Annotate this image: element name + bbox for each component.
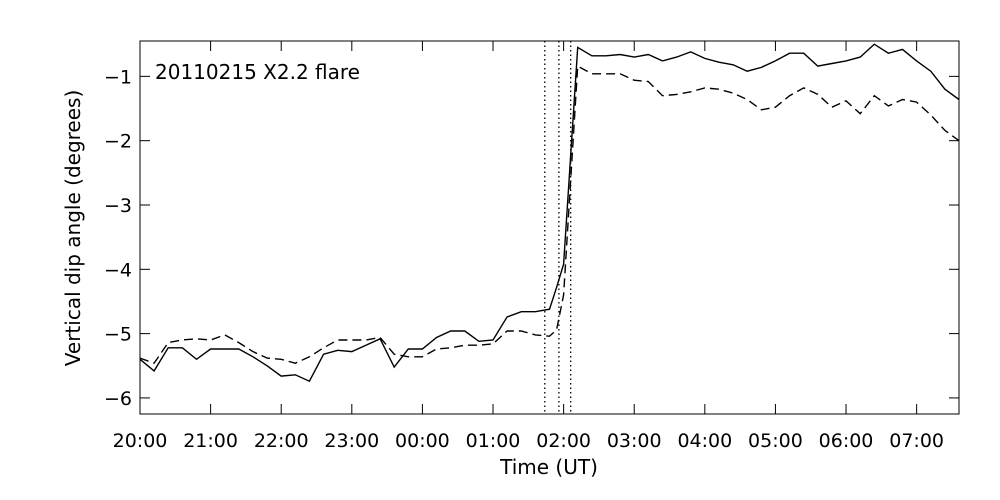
y-tick-label: −2 (104, 131, 132, 153)
y-tick-label: −6 (104, 388, 132, 410)
y-tick-label: −4 (104, 259, 132, 281)
plot-frame (139, 40, 960, 415)
x-tick-label: 02:00 (536, 430, 591, 452)
flare-time-markers (544, 41, 572, 414)
x-tick-label: 03:00 (607, 430, 662, 452)
x-axis-label: Time (UT) (499, 455, 598, 479)
x-tick-label: 01:00 (466, 430, 521, 452)
y-tick-label: −5 (104, 324, 132, 346)
flare-annotation: 20110215 X2.2 flare (155, 60, 360, 84)
x-tick-label: 04:00 (677, 430, 732, 452)
data-series (139, 43, 960, 383)
series-line-solid (139, 43, 960, 383)
x-axis-ticks: 20:00 21:00 22:00 23:00 00:00 01:00 02:00 03:00… (113, 41, 944, 452)
x-tick-label: 05:00 (748, 430, 803, 452)
y-tick-label: −1 (104, 66, 132, 88)
x-tick-label: 20:00 (113, 430, 168, 452)
x-tick-label: 00:00 (395, 430, 450, 452)
series-line-dashed (139, 64, 960, 365)
x-tick-label: 21:00 (183, 430, 238, 452)
x-tick-label: 22:00 (254, 430, 309, 452)
x-tick-label: 06:00 (819, 430, 874, 452)
y-tick-label: −3 (104, 195, 132, 217)
y-axis-ticks: −1 −2 −3 −4 −5 −6 (104, 66, 959, 410)
y-axis-label: Vertical dip angle (degrees) (61, 90, 85, 366)
x-tick-label: 07:00 (889, 430, 944, 452)
x-tick-label: 23:00 (324, 430, 379, 452)
